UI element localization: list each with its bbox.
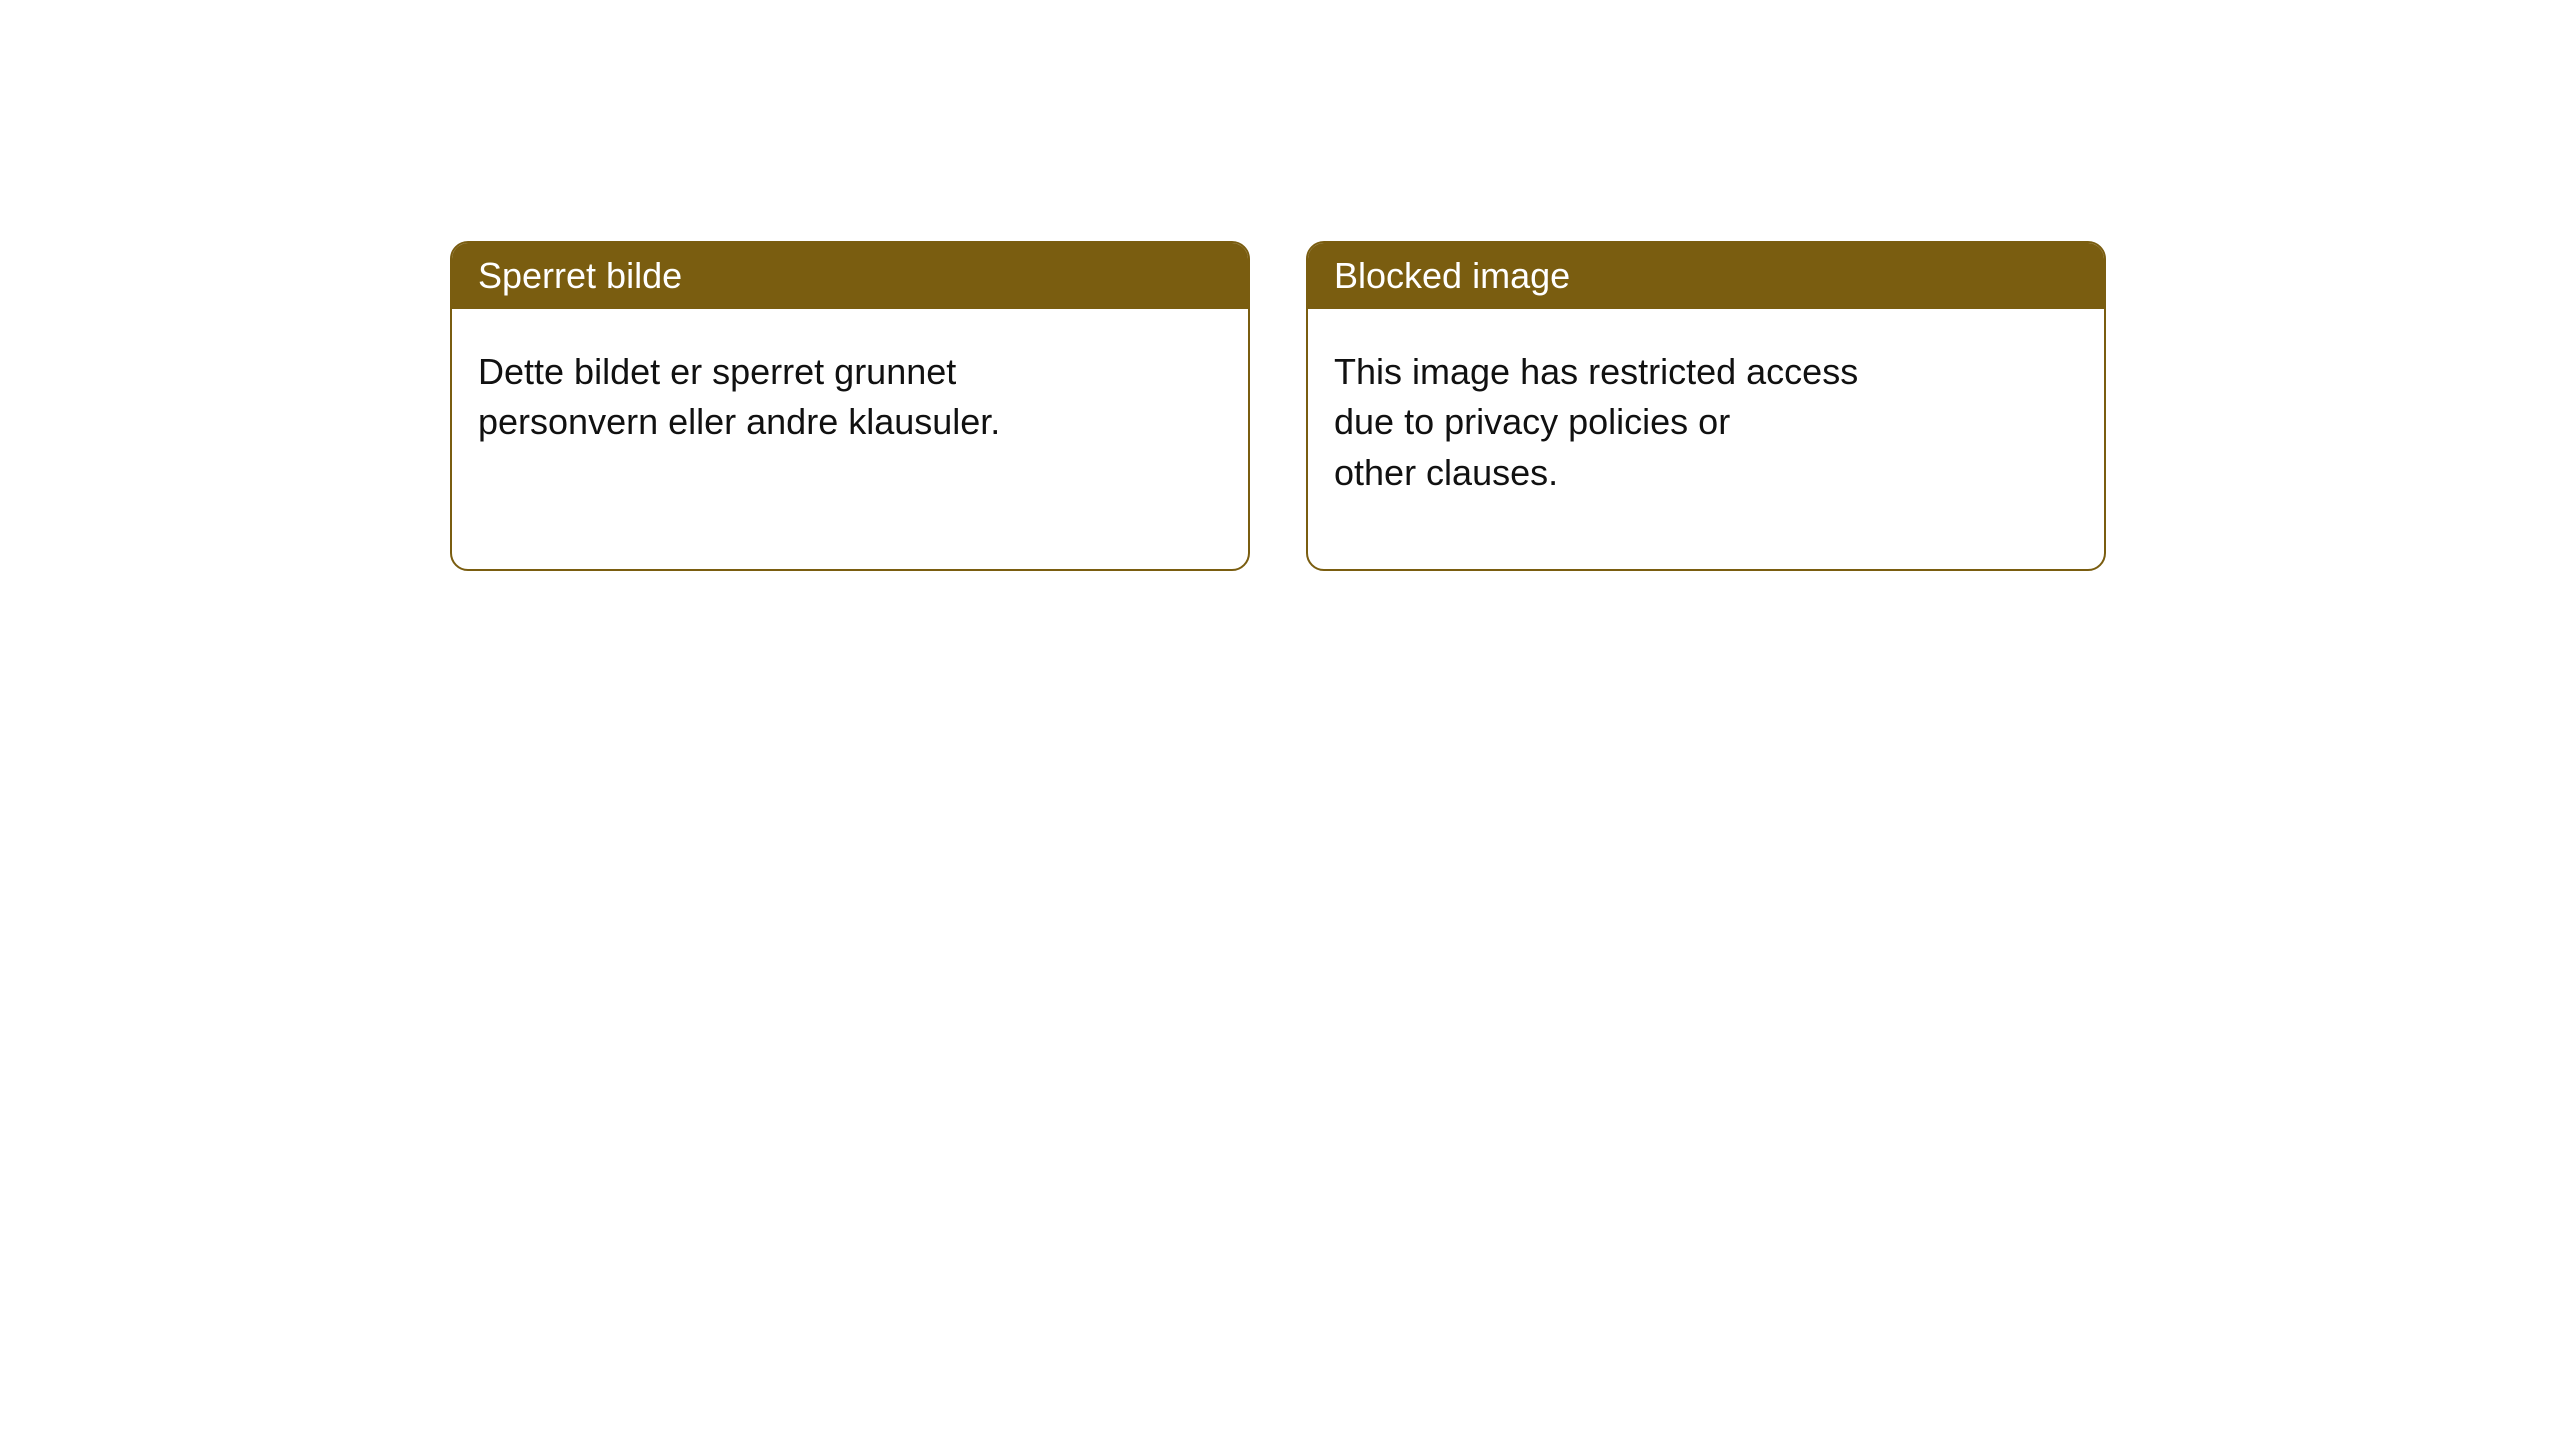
body-line: Dette bildet er sperret grunnet [478,347,1222,397]
notice-cards-container: Sperret bilde Dette bildet er sperret gr… [0,0,2560,571]
body-line: due to privacy policies or [1334,397,2078,447]
card-body: Dette bildet er sperret grunnet personve… [452,309,1248,486]
body-line: personvern eller andre klausuler. [478,397,1222,447]
card-title: Sperret bilde [452,243,1248,309]
card-body: This image has restricted access due to … [1308,309,2104,536]
body-line: This image has restricted access [1334,347,2078,397]
body-line: other clauses. [1334,448,2078,498]
blocked-image-card-en: Blocked image This image has restricted … [1306,241,2106,571]
card-title: Blocked image [1308,243,2104,309]
blocked-image-card-no: Sperret bilde Dette bildet er sperret gr… [450,241,1250,571]
